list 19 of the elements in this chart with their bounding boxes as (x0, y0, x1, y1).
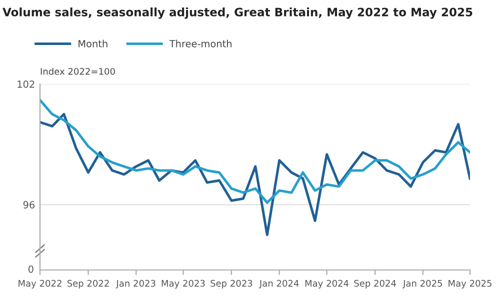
legend-label: Three-month (169, 40, 232, 48)
line-series (40, 98, 470, 204)
x-tick-label: Jan 2024 (258, 280, 299, 288)
x-tick-label: May 2023 (162, 280, 205, 288)
x-tick-label: May 2025 (448, 280, 492, 288)
x-tick-label: Sep 2024 (354, 280, 396, 288)
line-series (40, 112, 470, 236)
x-tick-label: Jan 2025 (402, 280, 442, 288)
text: 0 (28, 265, 34, 273)
x-tick-label: Jan 2023 (116, 280, 156, 288)
x-tick-label: May 2024 (305, 280, 349, 288)
text: Index 2022=100 (40, 68, 115, 75)
y-tick-label: 102 (18, 80, 34, 88)
y-tick-label: 96 (23, 201, 35, 208)
legend-label: Month (78, 40, 108, 48)
x-tick-label: May 2022 (18, 280, 62, 288)
x-tick-label: Sep 2023 (210, 280, 252, 288)
chart-title: Volume sales, seasonally adjusted, Great Britain, May 2022 to May 2025 (2, 8, 472, 19)
x-tick-label: Sep 2022 (67, 280, 109, 288)
